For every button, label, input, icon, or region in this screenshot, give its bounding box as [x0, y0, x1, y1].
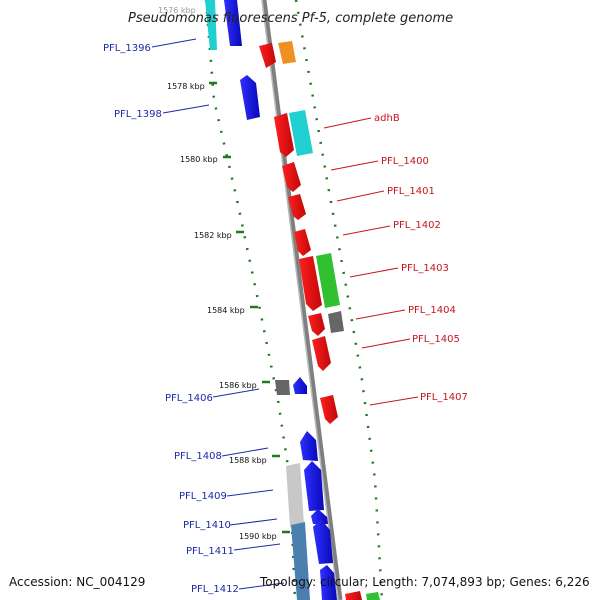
gene-pfl-1412 [320, 565, 337, 600]
gene-adhb [274, 113, 294, 157]
gene-label-pfl-1412[interactable]: PFL_1412 [191, 584, 239, 595]
gene-label-pfl-1396[interactable]: PFL_1396 [103, 43, 151, 54]
gene-pfl-1403-green [316, 253, 340, 308]
gene-label-adhb[interactable]: adhB [374, 113, 400, 124]
genome-backbone [261, 0, 343, 600]
gene-label-pfl-1408[interactable]: PFL_1408 [174, 451, 222, 462]
accession-text: Accession: NC_004129 [9, 575, 145, 589]
gene-bottom-green [366, 592, 380, 600]
right-gene-labels: adhB PFL_1400 PFL_1401 PFL_1402 PFL_1403… [374, 113, 468, 403]
gene-label-pfl-1410[interactable]: PFL_1410 [183, 520, 231, 531]
gene-pfl-1411-steel [291, 522, 310, 600]
gene-pfl-1401 [288, 194, 306, 220]
gene-red-top [259, 43, 276, 68]
kbp-label: 1582 kbp [194, 231, 232, 240]
kbp-labels: 1576 kbp 1578 kbp 1580 kbp 1582 kbp 1584… [158, 6, 277, 541]
kbp-label: 1590 kbp [239, 532, 277, 541]
gene-pfl-1405 [312, 336, 331, 371]
gene-label-pfl-1401[interactable]: PFL_1401 [387, 186, 435, 197]
kbp-label: 1584 kbp [207, 306, 245, 315]
gene-label-pfl-1400[interactable]: PFL_1400 [381, 156, 429, 167]
gene-pfl-1403 [299, 256, 322, 311]
gene-pfl-1404-b [328, 311, 344, 333]
kbp-label: 1586 kbp [219, 381, 257, 390]
kbp-label: 1588 kbp [229, 456, 267, 465]
kbp-label: 1578 kbp [167, 82, 205, 91]
gene-bottom-red [345, 591, 362, 600]
gene-pfl-1400 [282, 162, 301, 192]
gene-pfl-1398 [240, 75, 260, 120]
genes-right [259, 41, 380, 600]
gene-pfl-1409 [304, 461, 324, 511]
gene-label-pfl-1404[interactable]: PFL_1404 [408, 305, 456, 316]
gene-pfl-1402 [294, 229, 311, 256]
gene-label-pfl-1398[interactable]: PFL_1398 [114, 109, 162, 120]
page-title: Pseudomonas fluorescens Pf-5, complete g… [128, 11, 453, 26]
gene-label-pfl-1402[interactable]: PFL_1402 [393, 220, 441, 231]
left-connectors [151, 38, 285, 590]
gene-pfl-1408 [300, 431, 318, 461]
gene-cyan-adhb [289, 110, 313, 156]
gene-label-pfl-1409[interactable]: PFL_1409 [179, 491, 227, 502]
genes-left [205, 0, 337, 600]
gene-pfl-1406-b [293, 377, 307, 394]
right-connectors [323, 117, 419, 406]
gene-label-pfl-1406[interactable]: PFL_1406 [165, 393, 213, 404]
gene-pfl-1411 [313, 519, 333, 564]
gene-pfl-1409-gray [286, 463, 304, 527]
gene-label-pfl-1403[interactable]: PFL_1403 [401, 263, 449, 274]
gene-pfl-1404-a [308, 313, 325, 336]
topology-text: Topology: circular; Length: 7,074,893 bp… [259, 575, 590, 589]
left-gene-labels: PFL_1396 PFL_1398 PFL_1406 PFL_1408 PFL_… [103, 43, 239, 595]
gene-orange-top [278, 41, 296, 64]
major-ticks [207, 8, 290, 534]
gene-pfl-1396-b [224, 0, 242, 46]
gene-label-pfl-1411[interactable]: PFL_1411 [186, 546, 234, 557]
gene-pfl-1407 [320, 395, 338, 424]
gene-pfl-1406-a [275, 380, 290, 395]
kbp-label: 1580 kbp [180, 155, 218, 164]
kbp-label: 1576 kbp [158, 6, 196, 15]
gene-pfl-1410 [311, 509, 328, 524]
gene-label-pfl-1405[interactable]: PFL_1405 [412, 334, 460, 345]
gene-pfl-1396-a [205, 0, 217, 50]
gene-label-pfl-1407[interactable]: PFL_1407 [420, 392, 468, 403]
